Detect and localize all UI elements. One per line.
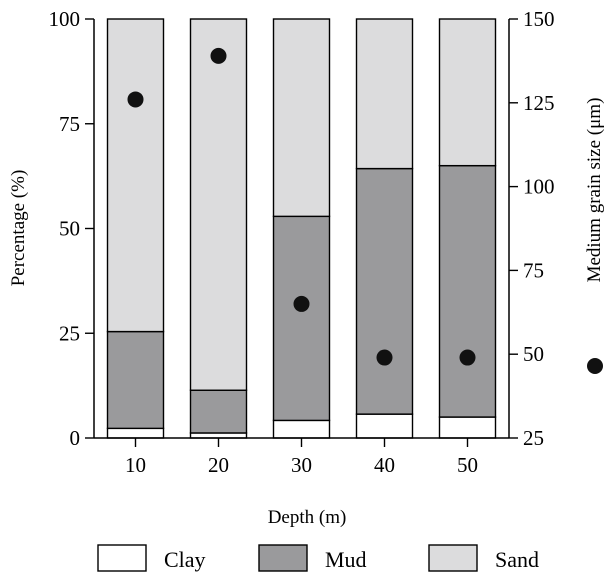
x-tick-label: 20 bbox=[208, 453, 229, 477]
y-axis-label: Percentage (%) bbox=[8, 170, 29, 287]
bar-mud-50 bbox=[438, 164, 497, 418]
y2-tick-label: 50 bbox=[523, 342, 544, 366]
bar-sand-20 bbox=[189, 18, 248, 391]
bar-clay-10 bbox=[106, 427, 165, 439]
x-tick-label: 40 bbox=[374, 453, 395, 477]
y2-axis-label: Medium grain size (μm) bbox=[584, 98, 605, 283]
legend-label-sand: Sand bbox=[495, 547, 539, 572]
legend-swatch-mud bbox=[258, 544, 308, 572]
x-tick-label: 10 bbox=[125, 453, 146, 477]
y-tick-label: 75 bbox=[59, 112, 80, 136]
legend: Clay Mud Sand bbox=[97, 544, 539, 572]
x-tick-label: 50 bbox=[457, 453, 478, 477]
y2-tick-label: 75 bbox=[523, 258, 544, 282]
legend-label-clay: Clay bbox=[164, 547, 206, 572]
y2-tick-label: 100 bbox=[523, 175, 555, 199]
bar-mud-40 bbox=[355, 167, 414, 415]
legend-label-mud: Mud bbox=[325, 547, 367, 572]
x-tick-label: 30 bbox=[291, 453, 312, 477]
grain-size-points bbox=[127, 47, 476, 366]
grain-size-point-50 bbox=[459, 349, 476, 366]
grain-size-point-30 bbox=[293, 295, 310, 312]
y-tick-label: 50 bbox=[59, 217, 80, 241]
y-tick-label: 100 bbox=[49, 7, 81, 31]
legend-swatch-clay bbox=[97, 544, 147, 572]
bar-mud-20 bbox=[189, 389, 248, 434]
y2-label-marker-icon bbox=[587, 358, 603, 374]
axes-group: 0 25 50 75 100 25 50 75 100 125 150 10 20 30 40 50 bbox=[49, 7, 555, 477]
grain-size-point-20 bbox=[210, 47, 227, 64]
bar-clay-40 bbox=[355, 413, 414, 439]
bar-clay-20 bbox=[189, 432, 248, 439]
grain-size-point-40 bbox=[376, 349, 393, 366]
y-tick-label: 0 bbox=[70, 426, 81, 450]
bar-clay-50 bbox=[438, 416, 497, 439]
bar-sand-10 bbox=[106, 18, 165, 333]
y2-tick-label: 150 bbox=[523, 7, 555, 31]
bar-mud-30 bbox=[272, 215, 331, 422]
x-axis-label: Depth (m) bbox=[268, 507, 347, 528]
bar-mud-10 bbox=[106, 330, 165, 430]
grain-size-point-10 bbox=[127, 91, 144, 108]
bars-group bbox=[106, 18, 497, 439]
bar-sand-40 bbox=[355, 18, 414, 170]
bar-clay-30 bbox=[272, 419, 331, 439]
legend-swatch-sand bbox=[428, 544, 478, 572]
y2-tick-label: 125 bbox=[523, 91, 555, 115]
y2-tick-label: 25 bbox=[523, 426, 544, 450]
bar-sand-50 bbox=[438, 18, 497, 167]
bar-sand-30 bbox=[272, 18, 331, 218]
y-tick-label: 25 bbox=[59, 321, 80, 345]
